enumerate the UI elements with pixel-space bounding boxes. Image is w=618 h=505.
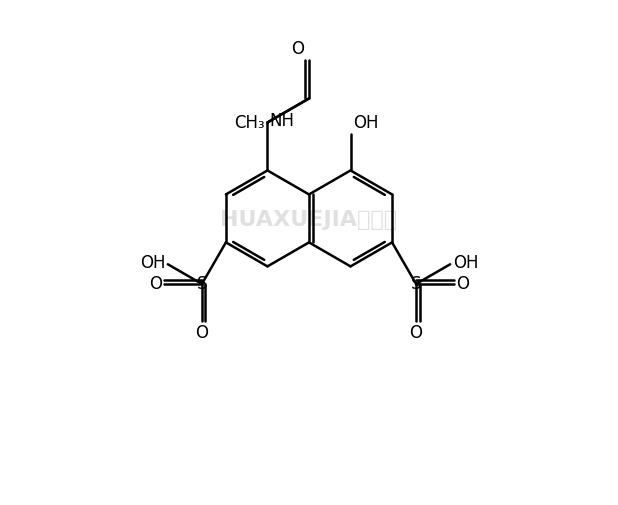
Text: HUAXUEJIA化学加: HUAXUEJIA化学加: [221, 210, 397, 230]
Text: OH: OH: [140, 255, 166, 272]
Text: O: O: [456, 275, 469, 293]
Text: O: O: [195, 324, 208, 342]
Text: O: O: [291, 39, 304, 58]
Text: S: S: [411, 275, 421, 293]
Text: OH: OH: [353, 114, 379, 132]
Text: O: O: [149, 275, 162, 293]
Text: S: S: [197, 275, 207, 293]
Text: CH₃: CH₃: [234, 115, 265, 132]
Text: O: O: [410, 324, 423, 342]
Text: NH: NH: [269, 113, 294, 130]
Text: OH: OH: [452, 255, 478, 272]
